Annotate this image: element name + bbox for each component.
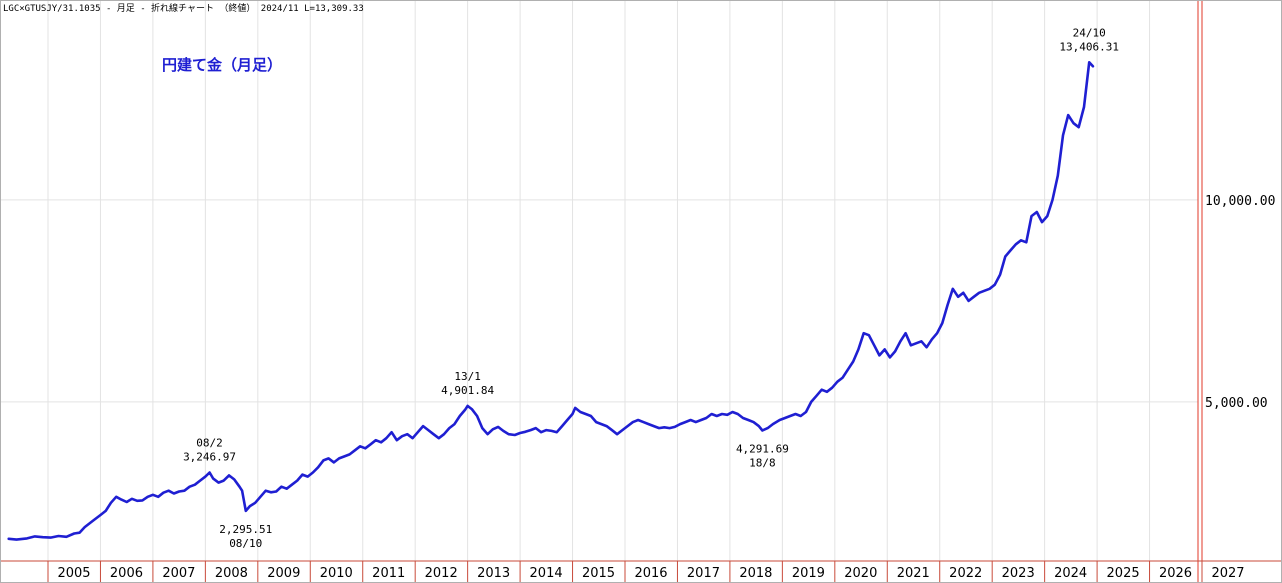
x-tick-label: 2025 bbox=[1107, 566, 1140, 581]
x-tick-label: 2008 bbox=[215, 566, 248, 581]
x-tick-label: 2011 bbox=[372, 566, 405, 581]
x-tick-label: 2020 bbox=[844, 566, 877, 581]
annotation-label: 08/10 bbox=[229, 537, 262, 550]
annotation: 13/14,901.84 bbox=[441, 370, 494, 397]
chart-header: LGC×GTUSJY/31.1035 - 月足 - 折れ線チャート （終値） 2… bbox=[3, 2, 364, 14]
x-tick-label: 2012 bbox=[425, 566, 458, 581]
annotation-label: 4,901.84 bbox=[441, 384, 494, 397]
x-tick-label: 2015 bbox=[582, 566, 615, 581]
x-tick-label: 2022 bbox=[949, 566, 982, 581]
x-tick-label: 2026 bbox=[1159, 566, 1192, 581]
x-tick-label: 2016 bbox=[634, 566, 667, 581]
annotation-label: 24/10 bbox=[1073, 26, 1106, 39]
annotation-label: 13,406.31 bbox=[1059, 40, 1119, 53]
annotation-label: 4,291.69 bbox=[736, 442, 789, 455]
x-tick-label: 2024 bbox=[1054, 566, 1087, 581]
annotation-label: 18/8 bbox=[749, 456, 776, 469]
x-tick-label: 2009 bbox=[267, 566, 300, 581]
x-tick-label: 2006 bbox=[110, 566, 143, 581]
annotation: 08/23,246.97 bbox=[183, 437, 236, 464]
x-tick-label: 2021 bbox=[897, 566, 930, 581]
x-tick-label: 2014 bbox=[530, 566, 563, 581]
y-tick-label: 10,000.00 bbox=[1205, 194, 1275, 209]
x-tick-label: 2013 bbox=[477, 566, 510, 581]
x-tick-label: 2007 bbox=[162, 566, 195, 581]
chart-title: 円建て金（月足） bbox=[162, 56, 282, 74]
annotation-label: 08/2 bbox=[196, 437, 223, 450]
grid bbox=[0, 0, 1203, 561]
y-tick-label: 5,000.00 bbox=[1205, 396, 1268, 411]
x-tick-label: 2019 bbox=[792, 566, 825, 581]
annotation-label: 3,246.97 bbox=[183, 451, 236, 464]
x-tick-label: 2005 bbox=[57, 566, 90, 581]
x-tick-label: 2010 bbox=[320, 566, 353, 581]
annotation-label: 13/1 bbox=[454, 370, 481, 383]
x-tick-label: 2023 bbox=[1002, 566, 1035, 581]
x-tick-label: 2018 bbox=[739, 566, 772, 581]
annotation-label: 2,295.51 bbox=[219, 523, 272, 536]
series-layer bbox=[7, 60, 1095, 541]
x-tick-label: 2017 bbox=[687, 566, 720, 581]
x-tick-label: 2027 bbox=[1211, 566, 1244, 581]
